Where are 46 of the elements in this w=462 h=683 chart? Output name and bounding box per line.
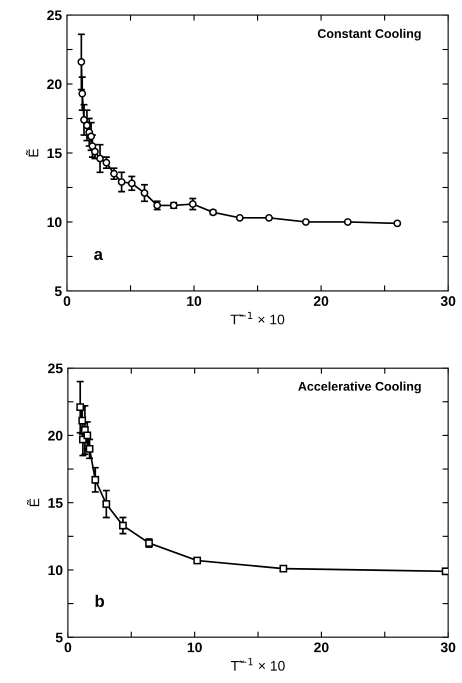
point <box>344 218 352 226</box>
point <box>102 500 110 508</box>
y-tick-label: 10 <box>48 217 62 228</box>
x-tick-label: 20 <box>314 296 328 306</box>
y-axis-title: Ẽ <box>26 498 40 506</box>
x-tick-label: 10 <box>187 296 202 306</box>
x-tick-label: 30 <box>440 296 456 306</box>
point <box>128 179 136 188</box>
point <box>96 154 104 162</box>
x-tick-label: 0 <box>64 296 70 306</box>
y-tick-label: 5 <box>56 632 63 642</box>
point <box>442 567 448 576</box>
point <box>91 476 100 484</box>
point <box>119 522 127 530</box>
y-tick-label: 25 <box>48 363 63 374</box>
point <box>193 556 202 564</box>
point <box>91 148 99 156</box>
annotation: b <box>96 594 104 608</box>
y-tick-label: 15 <box>48 148 62 158</box>
x-tick-label: 0 <box>64 642 72 652</box>
point <box>80 116 88 124</box>
y-tick-label: 15 <box>48 498 63 508</box>
point <box>118 178 126 186</box>
point <box>265 214 273 222</box>
y-tick-label: 5 <box>54 286 62 296</box>
point <box>236 214 244 222</box>
point <box>393 219 402 228</box>
x-tick-label: 20 <box>314 642 329 652</box>
x-axis-title: T̃$^{−1}$ × 10 <box>230 312 284 324</box>
x-tick-label: 30 <box>440 642 456 652</box>
point <box>77 58 86 66</box>
point <box>279 564 288 573</box>
annotation: Accelerative Cooling <box>298 382 421 394</box>
point <box>110 170 118 178</box>
y-tick-label: 25 <box>47 10 62 20</box>
y-tick-label: 10 <box>48 565 62 576</box>
annotation: a <box>94 250 104 260</box>
annotation: Constant Cooling <box>318 28 421 41</box>
point <box>188 200 197 208</box>
x-axis-title: T̃$^{−1}$ × 10 <box>230 658 285 671</box>
y-tick-label: 20 <box>47 79 62 90</box>
y-axis-title: Ẽ <box>26 148 38 156</box>
point <box>302 218 310 226</box>
x-tick-label: 10 <box>188 642 202 652</box>
y-tick-label: 20 <box>48 430 62 441</box>
point <box>140 189 148 197</box>
